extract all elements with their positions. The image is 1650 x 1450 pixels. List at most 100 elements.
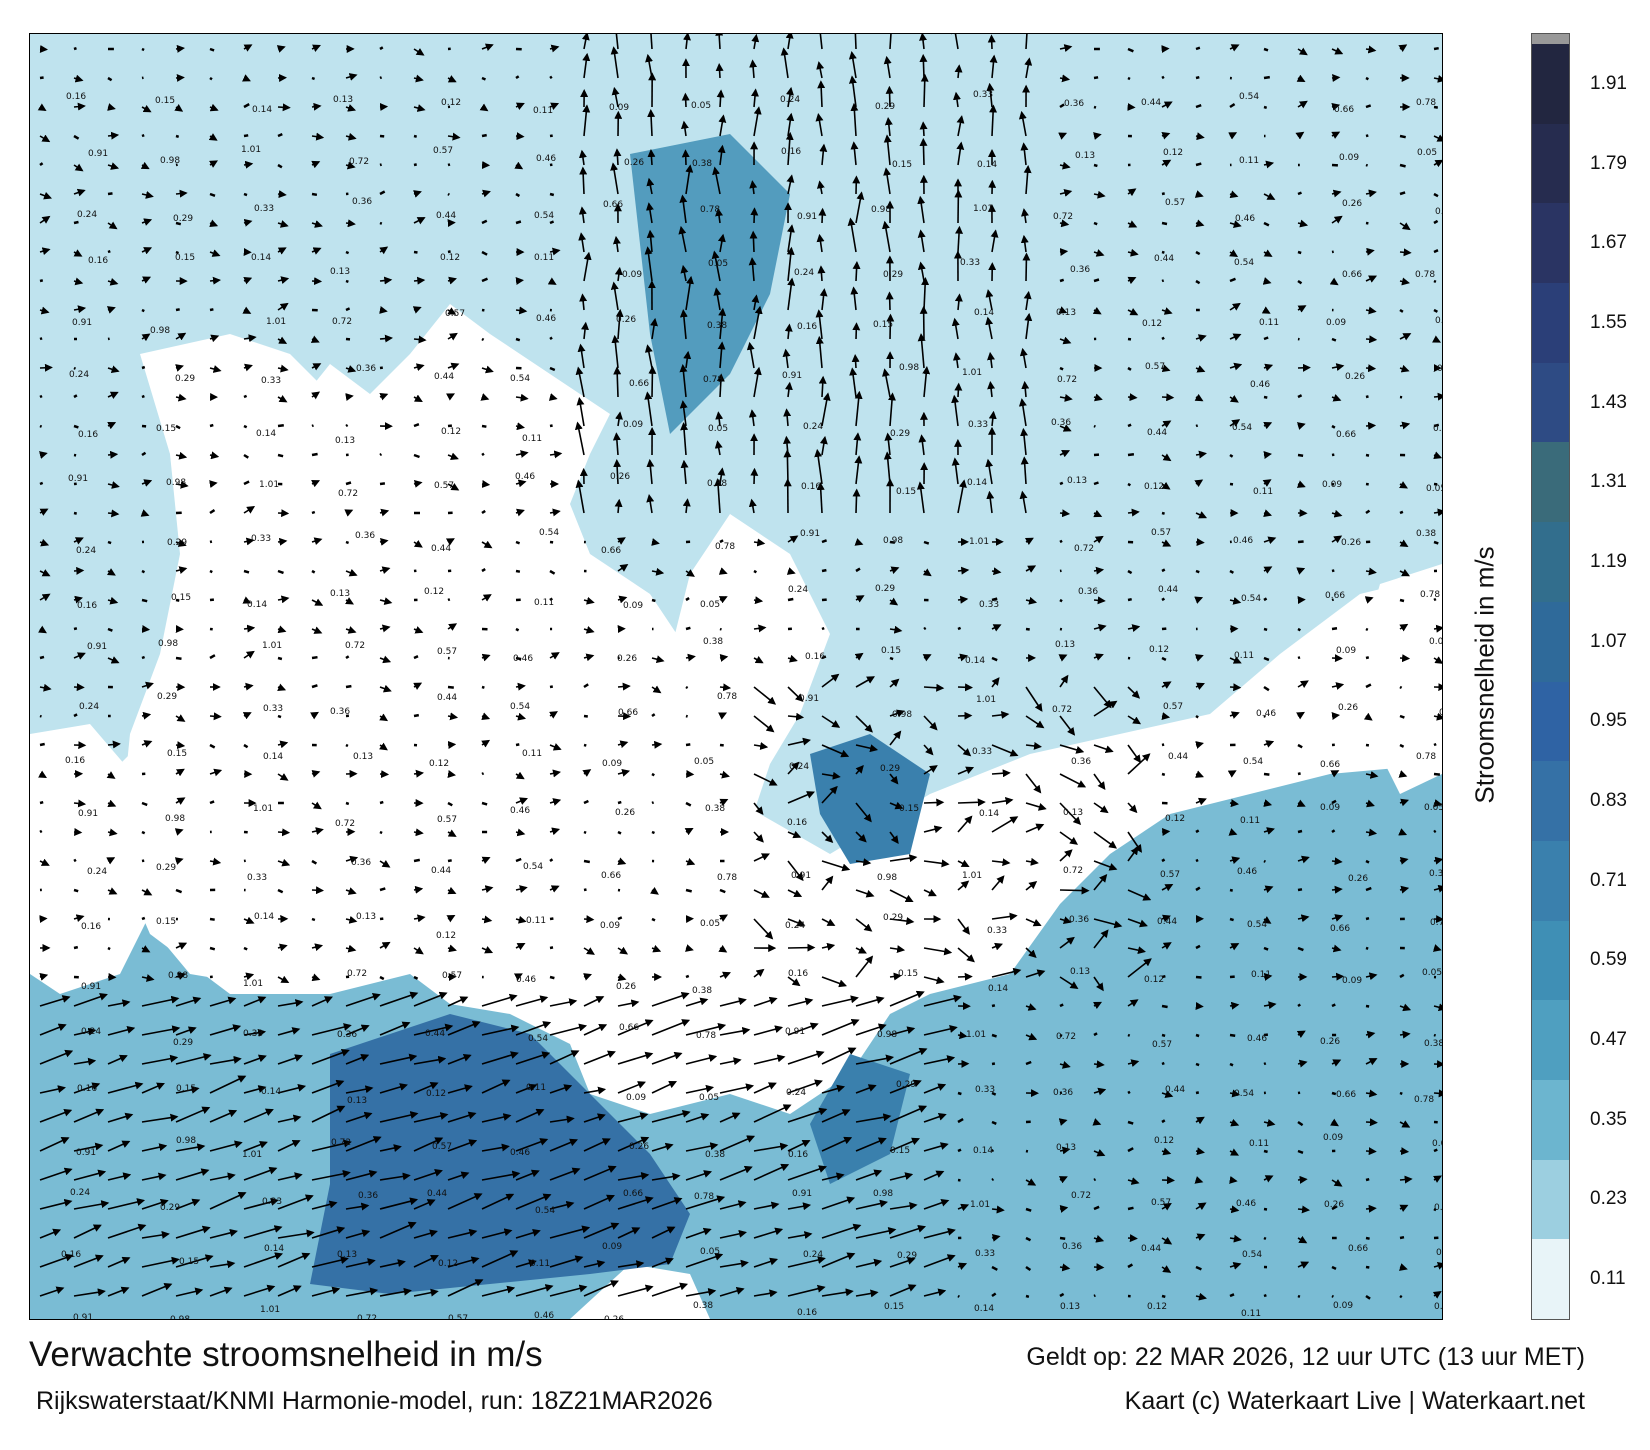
- current-arrow: [889, 773, 899, 785]
- speed-value-label: 0.16: [797, 322, 817, 332]
- current-speed-map[interactable]: 0.16 0.15 0.14 0.13 0.12 0.11 0.09 0.05 0.24 0.29…: [29, 33, 1443, 1320]
- current-arrow: [175, 972, 187, 980]
- current-arrow: [889, 831, 899, 844]
- speed-value-label: 0.72: [349, 157, 369, 167]
- current-arrow: [345, 250, 350, 255]
- current-arrow: [1433, 1207, 1437, 1212]
- current-arrow: [277, 656, 283, 661]
- current-arrow: [1296, 799, 1306, 807]
- current-arrow: [1365, 421, 1377, 430]
- speed-value-label: 0.26: [624, 158, 644, 168]
- speed-value-label: 0.13: [1075, 151, 1095, 161]
- current-arrow: [753, 1201, 780, 1210]
- speed-value-label: 0.36: [1062, 1242, 1082, 1252]
- speed-value-label: 0.11: [1239, 156, 1259, 166]
- current-arrow: [581, 321, 589, 340]
- speed-value-label: 0.09: [1320, 803, 1340, 813]
- current-arrow: [243, 624, 256, 633]
- speed-value-label: 0.11: [1241, 1309, 1261, 1319]
- current-arrow: [1331, 682, 1345, 690]
- current-arrow: [685, 164, 694, 195]
- speed-value-label: 0.24: [803, 1250, 823, 1260]
- current-arrow: [1399, 714, 1405, 719]
- current-arrow: [1399, 623, 1409, 632]
- current-arrow: [753, 918, 774, 940]
- current-arrow: [617, 740, 629, 749]
- current-arrow: [243, 1028, 267, 1037]
- current-arrow: [651, 944, 662, 953]
- speed-value-label: 0.36: [355, 531, 375, 541]
- current-arrow: [311, 480, 321, 488]
- current-arrow: [957, 595, 969, 604]
- current-arrow: [1365, 163, 1369, 167]
- current-arrow: [1297, 279, 1303, 285]
- speed-value-label: 0.09: [623, 601, 643, 611]
- current-arrow: [719, 1112, 741, 1123]
- current-arrow: [1399, 598, 1405, 603]
- speed-value-label: 0.12: [426, 1089, 446, 1099]
- speed-value-label: 0.12: [424, 587, 444, 597]
- current-arrow: [1195, 334, 1207, 342]
- current-arrow: [1127, 508, 1140, 517]
- current-arrow: [141, 308, 145, 313]
- speed-value-label: 0.15: [892, 160, 912, 170]
- current-arrow: [1127, 597, 1132, 602]
- current-arrow: [1331, 627, 1338, 631]
- current-arrow: [73, 220, 79, 225]
- speed-value-label: 0.16: [77, 1084, 97, 1094]
- current-arrow: [855, 955, 874, 978]
- current-arrow: [818, 375, 827, 398]
- current-arrow: [311, 424, 314, 428]
- current-arrow: [311, 1139, 352, 1152]
- speed-value-label: 0.29: [880, 764, 900, 774]
- current-arrow: [1195, 829, 1200, 834]
- colorbar-tick-label: 1.19: [1590, 550, 1627, 572]
- speed-value-label: 0.54: [510, 702, 530, 712]
- current-arrow: [1093, 424, 1096, 428]
- current-arrow: [991, 912, 1018, 921]
- current-arrow: [1161, 364, 1171, 373]
- current-arrow: [1161, 453, 1172, 462]
- current-arrow: [1161, 974, 1166, 979]
- current-arrow: [1229, 220, 1242, 228]
- speed-value-label: 0.13: [356, 912, 376, 922]
- current-arrow: [310, 335, 320, 343]
- current-arrow: [413, 682, 423, 690]
- current-arrow: [574, 421, 585, 456]
- speed-value-label: 0.14: [263, 752, 283, 762]
- speed-value-label: 0.38: [1429, 869, 1442, 879]
- current-arrow: [617, 564, 629, 572]
- speed-value-label: 0.14: [261, 1087, 281, 1097]
- current-arrow: [646, 177, 655, 195]
- speed-value-label: 0.05: [700, 1247, 720, 1257]
- speed-value-label: 0.11: [533, 106, 553, 116]
- speed-value-label: 0.46: [513, 654, 533, 664]
- speed-value-label: 0.72: [338, 489, 358, 499]
- current-arrow: [787, 889, 803, 897]
- current-arrow: [481, 1143, 510, 1152]
- current-arrow: [243, 1140, 268, 1152]
- current-arrow: [379, 566, 391, 575]
- current-arrow: [952, 352, 961, 369]
- current-arrow: [1263, 1062, 1267, 1066]
- current-arrow: [277, 1027, 301, 1036]
- current-arrow: [107, 540, 112, 545]
- current-arrow: [1365, 859, 1370, 864]
- current-arrow: [1365, 247, 1375, 256]
- speed-value-label: 0.26: [1345, 372, 1365, 382]
- current-arrow: [1195, 46, 1201, 51]
- current-arrow: [821, 1047, 857, 1065]
- current-arrow: [1263, 772, 1270, 776]
- current-arrow: [651, 772, 655, 777]
- current-arrow: [243, 44, 253, 52]
- current-arrow: [277, 163, 283, 169]
- current-arrow: [481, 885, 494, 894]
- current-arrow: [379, 830, 383, 835]
- current-arrow: [481, 337, 485, 341]
- speed-value-label: 0.29: [173, 1038, 193, 1048]
- current-arrow: [787, 654, 798, 663]
- current-arrow: [985, 458, 994, 485]
- current-arrow: [647, 109, 656, 137]
- current-arrow: [1296, 74, 1306, 82]
- speed-value-label: 0.16: [801, 482, 821, 492]
